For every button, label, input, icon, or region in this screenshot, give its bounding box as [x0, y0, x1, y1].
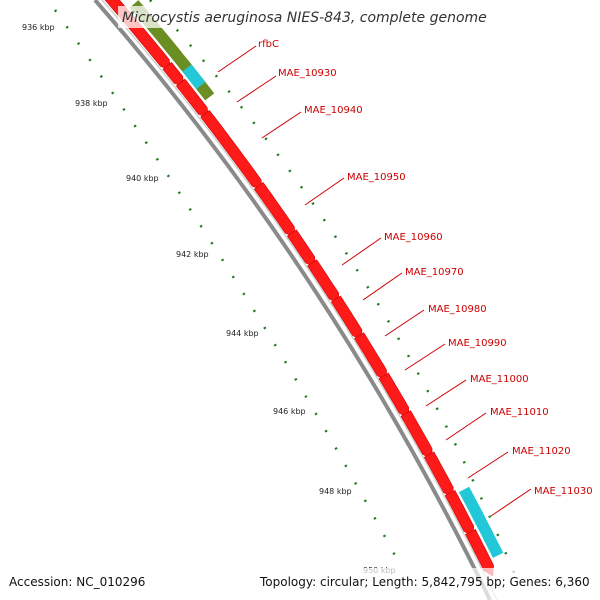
gene-label-mae-11030[interactable]: MAE_11030: [534, 486, 593, 497]
gene-label-mae-11000[interactable]: MAE_11000: [470, 374, 529, 385]
leader-line: [467, 451, 509, 479]
gene-arrow-4[interactable]: [200, 109, 263, 191]
gene-arrow-7[interactable]: [307, 259, 340, 304]
gene-arrow-10[interactable]: [378, 372, 410, 419]
footer-backdrop: [0, 568, 600, 600]
tick-label-948: 948 kbp: [319, 487, 352, 496]
gene-label-mae-11010[interactable]: MAE_11010: [490, 407, 549, 418]
gene-label-mae-10970[interactable]: MAE_10970: [405, 267, 464, 278]
leader-line: [261, 111, 302, 139]
gene-arrow-9[interactable]: [354, 332, 387, 381]
gene-label-mae-10980[interactable]: MAE_10980: [428, 304, 487, 315]
tick-label-940: 940 kbp: [126, 174, 159, 183]
gene-feature-cyan[interactable]: [458, 486, 504, 558]
gene-labels: rfbC MAE_10930 MAE_10940 MAE_10950 MAE_1…: [217, 39, 593, 517]
tick-label-944: 944 kbp: [226, 329, 259, 338]
gene-label-mae-11020[interactable]: MAE_11020: [512, 446, 571, 457]
guide-arc-inner: [53, 9, 402, 566]
leader-line: [217, 45, 257, 73]
page-title: Microcystis aeruginosa NIES-843, complet…: [122, 10, 487, 26]
backbone-arc-inner: [101, 0, 498, 600]
gene-arrow-11[interactable]: [400, 410, 433, 460]
leader-line: [445, 412, 487, 441]
leader-line: [341, 237, 382, 266]
gene-arrow-12[interactable]: [423, 451, 454, 499]
tick-label-942: 942 kbp: [176, 250, 209, 259]
accession-text: Accession: NC_010296: [9, 575, 145, 589]
gene-label-mae-10990[interactable]: MAE_10990: [448, 338, 507, 349]
gene-feature-cyan[interactable]: [182, 64, 206, 90]
leader-line: [490, 488, 532, 517]
leader-line: [425, 379, 467, 407]
gene-label-mae-10930[interactable]: MAE_10930: [278, 68, 337, 79]
gene-label-mae-10960[interactable]: MAE_10960: [384, 232, 443, 243]
tick-label-938: 938 kbp: [75, 99, 108, 108]
title-backdrop: [118, 6, 458, 28]
backbone-arc: [93, 0, 492, 600]
leader-line: [236, 75, 277, 103]
leader-line: [362, 272, 403, 301]
gene-arrow-8[interactable]: [330, 295, 363, 341]
leader-line: [404, 343, 446, 371]
gene-label-rfbc[interactable]: rfbC: [258, 39, 279, 50]
genome-summary-text: Topology: circular; Length: 5,842,795 bp…: [259, 575, 590, 589]
gene-label-mae-10950[interactable]: MAE_10950: [347, 172, 406, 183]
gene-label-mae-10940[interactable]: MAE_10940: [304, 105, 363, 116]
gene-features: [104, 0, 504, 577]
tick-label-936: 936 kbp: [22, 23, 55, 32]
tick-label-946: 946 kbp: [273, 407, 306, 416]
gene-arrow-6[interactable]: [286, 229, 316, 268]
leader-line: [384, 309, 425, 337]
leader-line: [304, 177, 345, 206]
